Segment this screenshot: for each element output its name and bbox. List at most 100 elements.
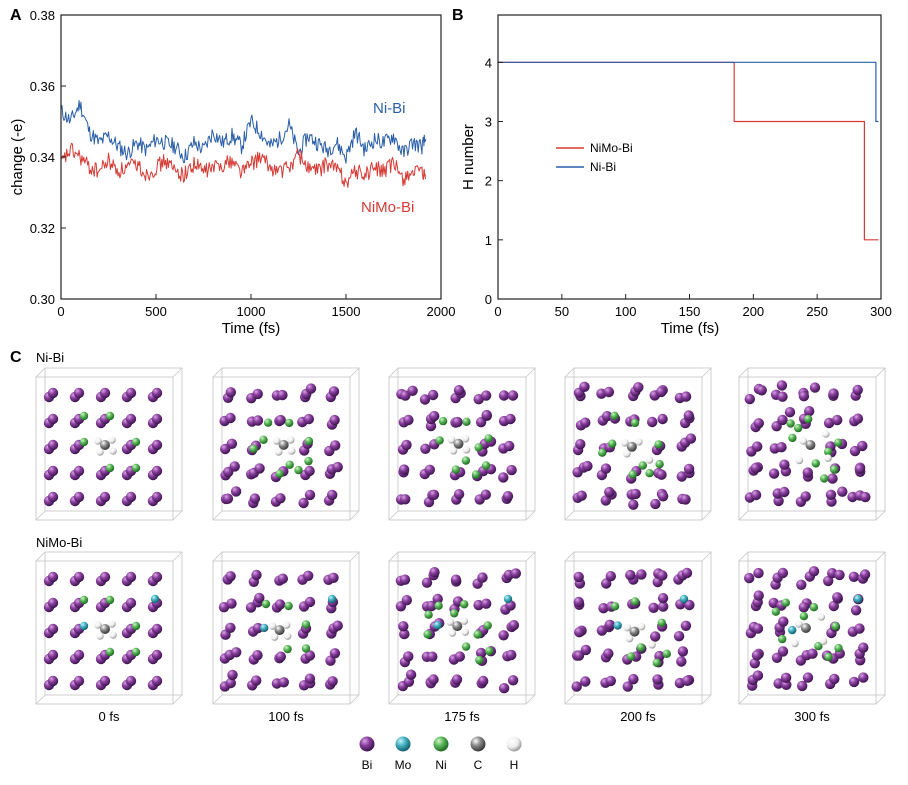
bi-atom — [475, 647, 487, 659]
h-atom — [795, 620, 803, 628]
h-atom — [270, 633, 279, 641]
bi-atom — [47, 387, 59, 399]
bi-atom — [859, 569, 871, 580]
bi-atom — [47, 623, 59, 635]
bi-atom — [825, 489, 837, 500]
h-atom — [274, 448, 283, 456]
bi-atom — [151, 465, 163, 477]
bi-atom — [304, 465, 315, 477]
bi-atom — [429, 567, 440, 578]
chart-b-xtick-label: 250 — [806, 304, 828, 319]
ni-atom — [610, 602, 620, 611]
c-atom — [452, 621, 463, 632]
mo-atom — [150, 594, 160, 604]
chart-b-ytick-label: 0 — [485, 292, 492, 307]
panel-a-letter: A — [10, 7, 22, 24]
c-atom — [453, 438, 464, 449]
ni-atom — [249, 444, 258, 453]
h-atom — [448, 629, 457, 637]
h-atom — [446, 618, 455, 626]
bi-atom — [47, 571, 59, 583]
ni-atom — [788, 433, 797, 443]
legend-c-sphere — [470, 736, 486, 752]
bi-atom — [252, 388, 263, 400]
mo-atom — [260, 623, 269, 633]
bi-atom — [47, 597, 59, 609]
legend-mo-label: Mo — [395, 758, 412, 772]
bi-atom — [829, 673, 840, 685]
c-atom — [278, 439, 289, 450]
bi-atom — [823, 575, 834, 587]
bi-atom — [798, 602, 809, 613]
bi-atom — [151, 623, 163, 635]
bi-atom — [598, 603, 609, 614]
bi-atom — [848, 571, 860, 582]
bi-atom — [400, 494, 411, 505]
chart-b-xtick-label: 150 — [679, 304, 701, 319]
bi-atom — [505, 413, 516, 425]
bi-atom — [685, 433, 697, 444]
bi-atom — [502, 491, 514, 502]
legend-h-sphere — [506, 736, 522, 752]
chart-a-ylabel: change (-e) — [9, 119, 26, 196]
bi-atom — [800, 491, 811, 502]
bi-atom — [828, 388, 839, 399]
ni-atom — [626, 652, 636, 661]
bi-atom — [477, 572, 488, 583]
bi-atom — [683, 463, 695, 475]
bi-atom — [808, 566, 820, 577]
h-atom — [286, 436, 295, 444]
h-atom — [637, 622, 646, 631]
ni-atom — [809, 603, 819, 612]
bi-atom — [604, 619, 615, 630]
ni-atom — [831, 622, 840, 631]
ni-atom — [285, 460, 294, 469]
chart-a-xtick-label: 0 — [57, 304, 64, 319]
h-atom — [108, 620, 116, 628]
bi-atom — [633, 382, 644, 393]
bi-atom — [628, 674, 639, 685]
bi-atom — [225, 622, 236, 633]
bi-atom — [650, 631, 661, 642]
c-atom — [274, 625, 285, 636]
bi-atom — [804, 406, 815, 417]
snapshot-frame — [388, 551, 536, 705]
bi-atom — [252, 622, 264, 634]
bi-atom — [47, 465, 59, 477]
chart-a-ytick-label: 0.38 — [30, 8, 55, 23]
row-label-nimo-bi: NiMo-Bi — [36, 535, 82, 550]
bi-atom — [454, 651, 465, 662]
bi-atom — [275, 651, 286, 662]
h-atom — [824, 454, 832, 463]
ni-atom — [131, 621, 141, 631]
bi-atom — [603, 648, 614, 659]
chart-a-ticks: 0 500 1000 1500 2000 0.30 0.32 0.34 0.36 0.38 — [30, 8, 456, 319]
bi-atom — [573, 571, 584, 583]
bi-atom — [850, 605, 862, 616]
ni-atom — [654, 440, 663, 449]
bi-atom — [779, 486, 790, 498]
bi-atom — [304, 489, 316, 501]
ni-atom — [781, 598, 790, 607]
ni-atom — [485, 646, 494, 656]
ni-atom — [275, 469, 284, 478]
bi-atom — [47, 439, 59, 451]
bi-atom — [99, 571, 111, 583]
ni-atom — [794, 423, 803, 433]
chart-a-xtick-label: 1000 — [237, 304, 266, 319]
bi-atom — [579, 381, 590, 392]
chart-a-plot-frame — [60, 14, 442, 300]
bi-atom — [405, 669, 417, 680]
legend-ni-label: Ni — [435, 758, 446, 772]
bi-atom — [73, 571, 85, 583]
ni-atom — [778, 634, 787, 644]
bi-atom — [73, 675, 85, 687]
bi-atom — [657, 491, 669, 502]
bi-atom — [427, 389, 439, 401]
bi-atom — [622, 681, 633, 692]
bi-atom — [47, 675, 59, 687]
bi-atom — [834, 569, 845, 581]
ni-atom — [484, 434, 493, 443]
bi-atom — [852, 413, 864, 424]
bi-atom — [231, 647, 242, 658]
